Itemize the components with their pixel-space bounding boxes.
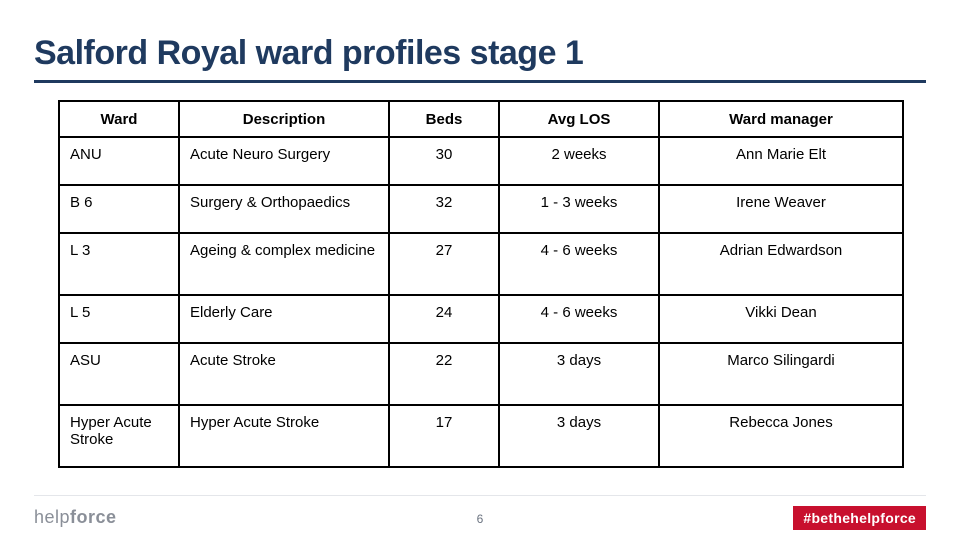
table-row: L 5 Elderly Care 24 4 - 6 weeks Vikki De…: [59, 295, 903, 343]
title-underline: [34, 80, 926, 83]
col-header-ward: Ward: [59, 101, 179, 137]
cell-beds: 27: [389, 233, 499, 295]
cell-beds: 30: [389, 137, 499, 185]
logo-prefix: help: [34, 507, 70, 527]
cell-ward: ASU: [59, 343, 179, 405]
page-number: 6: [477, 512, 484, 526]
cell-beds: 17: [389, 405, 499, 467]
table-row: Hyper Acute Stroke Hyper Acute Stroke 17…: [59, 405, 903, 467]
table-row: ASU Acute Stroke 22 3 days Marco Silinga…: [59, 343, 903, 405]
col-header-los: Avg LOS: [499, 101, 659, 137]
cell-manager: Vikki Dean: [659, 295, 903, 343]
cell-desc: Ageing & complex medicine: [179, 233, 389, 295]
cell-beds: 22: [389, 343, 499, 405]
table-row: ANU Acute Neuro Surgery 30 2 weeks Ann M…: [59, 137, 903, 185]
page-title: Salford Royal ward profiles stage 1: [34, 34, 583, 73]
col-header-desc: Description: [179, 101, 389, 137]
cell-desc: Acute Stroke: [179, 343, 389, 405]
cell-ward: L 3: [59, 233, 179, 295]
cell-ward: B 6: [59, 185, 179, 233]
table-row: L 3 Ageing & complex medicine 27 4 - 6 w…: [59, 233, 903, 295]
cell-los: 3 days: [499, 343, 659, 405]
cell-los: 1 - 3 weeks: [499, 185, 659, 233]
cell-los: 3 days: [499, 405, 659, 467]
table-row: B 6 Surgery & Orthopaedics 32 1 - 3 week…: [59, 185, 903, 233]
cell-ward: Hyper Acute Stroke: [59, 405, 179, 467]
col-header-manager: Ward manager: [659, 101, 903, 137]
table-header-row: Ward Description Beds Avg LOS Ward manag…: [59, 101, 903, 137]
cell-los: 4 - 6 weeks: [499, 295, 659, 343]
cell-ward: ANU: [59, 137, 179, 185]
cell-los: 2 weeks: [499, 137, 659, 185]
cell-manager: Ann Marie Elt: [659, 137, 903, 185]
cell-beds: 24: [389, 295, 499, 343]
hashtag-badge: #bethehelpforce: [793, 506, 926, 530]
ward-table-container: Ward Description Beds Avg LOS Ward manag…: [58, 100, 902, 468]
ward-table: Ward Description Beds Avg LOS Ward manag…: [58, 100, 904, 468]
footer: helpforce 6 #bethehelpforce: [0, 496, 960, 540]
cell-manager: Adrian Edwardson: [659, 233, 903, 295]
cell-manager: Rebecca Jones: [659, 405, 903, 467]
cell-los: 4 - 6 weeks: [499, 233, 659, 295]
col-header-beds: Beds: [389, 101, 499, 137]
cell-beds: 32: [389, 185, 499, 233]
cell-desc: Acute Neuro Surgery: [179, 137, 389, 185]
cell-desc: Surgery & Orthopaedics: [179, 185, 389, 233]
helpforce-logo: helpforce: [34, 507, 117, 528]
logo-suffix: force: [70, 507, 117, 527]
cell-manager: Marco Silingardi: [659, 343, 903, 405]
cell-ward: L 5: [59, 295, 179, 343]
cell-desc: Elderly Care: [179, 295, 389, 343]
cell-desc: Hyper Acute Stroke: [179, 405, 389, 467]
cell-manager: Irene Weaver: [659, 185, 903, 233]
